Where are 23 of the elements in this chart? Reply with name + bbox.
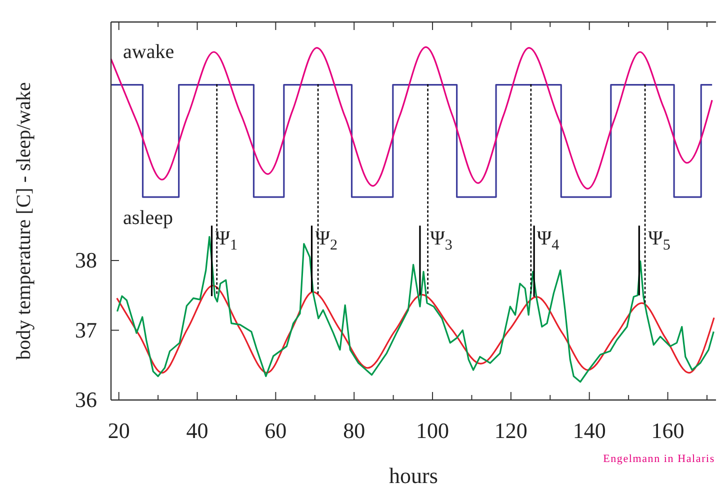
annotation: Ψ$_{4}$	[536, 228, 560, 253]
text: Engelmann in Halaris	[603, 453, 715, 465]
annotation: Ψ$_{1}$	[215, 228, 238, 253]
line-series	[110, 46, 713, 190]
y-tick-label: 36	[75, 387, 97, 412]
x-tick-label: 140	[572, 418, 606, 443]
x-axis-title: hours	[389, 463, 438, 488]
annotation: Ψ$_{2}$	[315, 228, 338, 253]
x-tick-label: 100	[416, 418, 450, 443]
line-series	[116, 284, 715, 374]
x-tick-label: 160	[651, 418, 684, 443]
y-tick-label: 37	[75, 317, 97, 342]
x-tick-label: 60	[264, 418, 287, 443]
annotation: Ψ$_{5}$	[648, 228, 670, 253]
annotation: Ψ$_{3}$	[430, 228, 452, 253]
y-tick-label: 38	[75, 248, 97, 273]
x-tick-label: 20	[108, 418, 130, 443]
annotation: awake	[123, 41, 174, 63]
annotation: asleep	[123, 207, 173, 229]
x-tick-label: 40	[186, 418, 208, 443]
y-axis-title: body temperature [C] - sleep/wake	[13, 82, 35, 360]
x-tick-label: 80	[343, 418, 366, 443]
x-tick-label: 120	[494, 418, 528, 443]
